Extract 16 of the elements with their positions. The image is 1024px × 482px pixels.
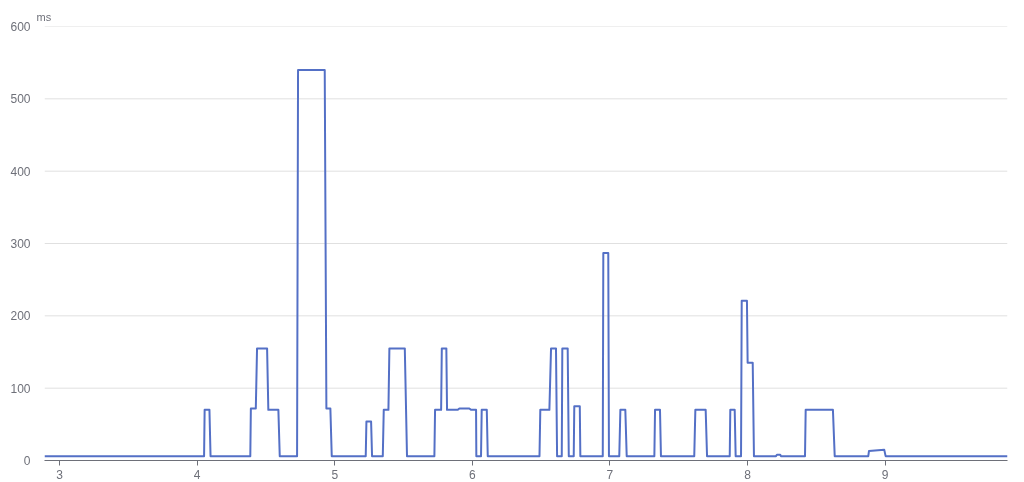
x-tick-label: 8 <box>744 467 752 482</box>
x-tick-label: 5 <box>331 467 339 482</box>
y-tick-label: 500 <box>10 92 31 107</box>
x-tick-label: 3 <box>56 467 64 482</box>
y-tick-label: 400 <box>10 164 31 179</box>
y-tick-label: 200 <box>10 309 31 324</box>
y-tick-label: 0 <box>23 454 31 468</box>
line-series <box>44 68 1008 458</box>
y-axis-title: ms <box>36 10 52 23</box>
y-tick-label: 600 <box>10 20 31 34</box>
x-tick-label: 6 <box>469 467 477 482</box>
y-tick-label: 300 <box>10 237 31 251</box>
y-tick-label: 100 <box>10 381 31 396</box>
x-tick-label: 4 <box>193 467 201 482</box>
x-tick-label: 7 <box>606 467 614 482</box>
x-tick-label: 9 <box>881 467 889 482</box>
